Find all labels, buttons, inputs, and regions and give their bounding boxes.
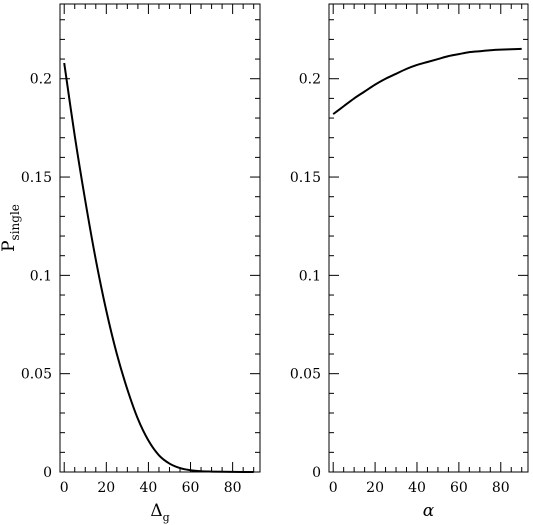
y-axis-label-sub: single: [8, 204, 22, 240]
y-tick-label: 0.2: [299, 72, 321, 88]
x-axis-label-sub: g: [163, 511, 170, 524]
right-panel: 0 20 40 60 80 0 0.05 0.1 0.15 0.2 α: [290, 3, 529, 521]
y-tick-label: 0.05: [290, 367, 321, 383]
y-tick-label: 0.15: [21, 170, 52, 186]
x-axis-label-main: Δ: [150, 501, 162, 521]
y-tick-label: 0.2: [30, 72, 52, 88]
x-tick-label: 0: [329, 480, 338, 496]
y-axis-label-main: P: [0, 240, 19, 251]
x-tick-label: 80: [224, 480, 242, 496]
plot-frame: [328, 3, 529, 473]
x-tick-label: 60: [182, 480, 200, 496]
x-tick-label: 20: [366, 480, 384, 496]
x-tick-label: 0: [60, 480, 69, 496]
y-tick-label: 0.1: [30, 268, 52, 284]
x-axis-label-main: α: [423, 501, 435, 521]
x-axis-label: α: [423, 501, 435, 521]
y-tick-label: 0.1: [299, 268, 321, 284]
x-tick-label: 40: [140, 480, 158, 496]
y-tick-label: 0.15: [290, 170, 321, 186]
x-axis-label: Δg: [150, 501, 169, 524]
series-line: [63, 62, 254, 473]
y-tick-label: 0: [312, 465, 321, 481]
x-tick-label: 80: [492, 480, 510, 496]
y-tick-label: 0: [43, 465, 52, 481]
y-axis-label: Psingle: [0, 204, 22, 252]
x-tick-label: 40: [408, 480, 426, 496]
left-panel: 0 20 40 60 80 0 0.05 0.1 0.15 0.2 Δg Psingle: [0, 3, 261, 524]
y-tick-label: 0.05: [21, 367, 52, 383]
x-tick-label: 20: [97, 480, 115, 496]
plot-frame: [59, 3, 261, 473]
series-line: [332, 47, 522, 115]
x-tick-label: 60: [450, 480, 468, 496]
